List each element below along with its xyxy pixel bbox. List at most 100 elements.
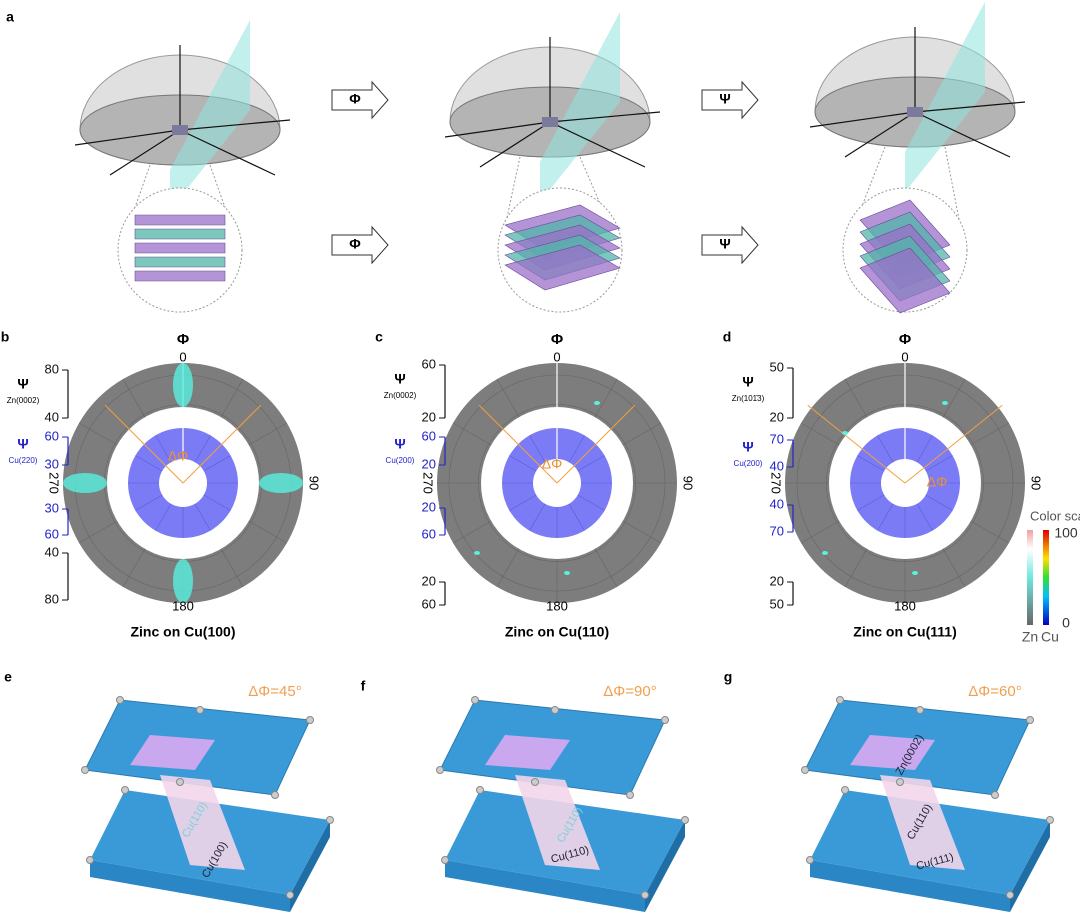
psi-tick-label: 50	[770, 359, 784, 374]
axis-arrow	[844, 111, 916, 158]
phi-label: Φ	[899, 331, 911, 348]
spoke	[248, 422, 288, 446]
atom	[836, 696, 844, 704]
psi-tick-label: 20	[422, 499, 436, 514]
psi-tick-label: 20	[422, 573, 436, 588]
atom	[176, 778, 184, 786]
spoke	[78, 520, 118, 544]
angle-label: 270	[769, 472, 784, 494]
cyan-plane	[540, 12, 620, 202]
orange-line	[182, 404, 262, 484]
atom	[81, 766, 89, 774]
crystal	[172, 125, 188, 135]
angle-label: 270	[47, 472, 62, 494]
angle-label: 90	[307, 476, 322, 490]
psi-tick-label: 30	[45, 456, 59, 471]
lamella	[504, 244, 621, 291]
angle-label: 180	[172, 598, 194, 613]
arrow-label: Ψ	[719, 236, 730, 252]
atom	[801, 766, 809, 774]
atom	[476, 786, 484, 794]
axis-arrow	[914, 111, 1011, 158]
panel-label: b	[1, 329, 10, 345]
zn-spot	[912, 571, 918, 575]
psi-tick-label: 60	[422, 526, 436, 541]
spoke	[925, 494, 953, 511]
spoke	[122, 548, 146, 588]
atom	[121, 786, 129, 794]
psi-tick-label: 60	[422, 356, 436, 371]
psi-tick-label: 40	[770, 496, 784, 511]
atom	[436, 766, 444, 774]
atom	[806, 856, 814, 864]
zn-spot	[173, 559, 193, 603]
psi-subscript: Cu(220)	[9, 456, 38, 465]
psi-subscript: Zn(0002)	[7, 396, 40, 405]
spoke	[942, 548, 966, 588]
scale-label: Zn	[1022, 629, 1038, 645]
psi-tick-label: 20	[770, 573, 784, 588]
delta-phi: ΔΦ=45°	[248, 683, 301, 700]
psi-tick-label: 80	[45, 361, 59, 376]
atom	[661, 716, 669, 724]
angle-label: 180	[546, 598, 568, 613]
cu-scale	[1043, 530, 1049, 625]
transform-arrow	[331, 80, 389, 120]
spoke	[844, 378, 868, 418]
spoke	[925, 455, 953, 472]
scale-min: 0	[1062, 615, 1070, 631]
transform-arrow	[331, 225, 389, 265]
spoke	[194, 435, 211, 463]
lamella	[134, 270, 226, 282]
spoke	[622, 520, 662, 544]
atom	[991, 791, 999, 799]
spoke	[194, 503, 211, 531]
psi-tick-label: 20	[422, 409, 436, 424]
zn-facet	[485, 735, 570, 770]
spoke	[135, 494, 163, 511]
scale-label: Cu	[1041, 629, 1059, 645]
spoke	[509, 455, 537, 472]
substrate-side	[645, 820, 685, 912]
zn-spot	[63, 473, 107, 493]
psi-subscript: Cu(200)	[734, 459, 763, 468]
psi-tick-label: 60	[45, 428, 59, 443]
cyan-plane	[170, 20, 250, 210]
psi-tick-label: 40	[45, 544, 59, 559]
psi-tick-label: 30	[45, 500, 59, 515]
spoke	[857, 455, 885, 472]
substrate-side	[810, 860, 1010, 912]
axis-arrow	[444, 121, 551, 138]
axis-arrow	[549, 111, 661, 123]
spoke	[594, 378, 618, 418]
atom	[641, 891, 649, 899]
arrow-label: Φ	[349, 236, 361, 252]
spoke	[970, 520, 1010, 544]
atom	[1046, 816, 1054, 824]
psi-tick-label: 60	[422, 596, 436, 611]
scale-max: 100	[1054, 525, 1078, 541]
panel-label: e	[4, 669, 12, 685]
spoke	[568, 435, 585, 463]
substrate-side	[445, 860, 645, 912]
zn-spot	[259, 473, 303, 493]
phi-label: Φ	[551, 331, 563, 348]
spoke	[568, 503, 585, 531]
spoke	[857, 494, 885, 511]
psi-symbol: Ψ	[17, 436, 28, 452]
psi-subscript: Cu(200)	[386, 456, 415, 465]
transform-arrow	[701, 225, 759, 265]
zn-spot	[842, 431, 848, 435]
figure-title: Zinc on Cu(111)	[853, 624, 956, 640]
axis-arrow	[179, 119, 291, 131]
spoke	[800, 422, 840, 446]
psi-tick-label: 20	[422, 456, 436, 471]
crystal	[542, 117, 558, 127]
lamella	[134, 228, 226, 240]
scale-title: Color scale	[1030, 508, 1080, 523]
spoke	[916, 435, 933, 463]
spoke	[877, 503, 894, 531]
lamella	[859, 247, 951, 314]
orange-line	[904, 404, 1003, 484]
atom	[86, 856, 94, 864]
